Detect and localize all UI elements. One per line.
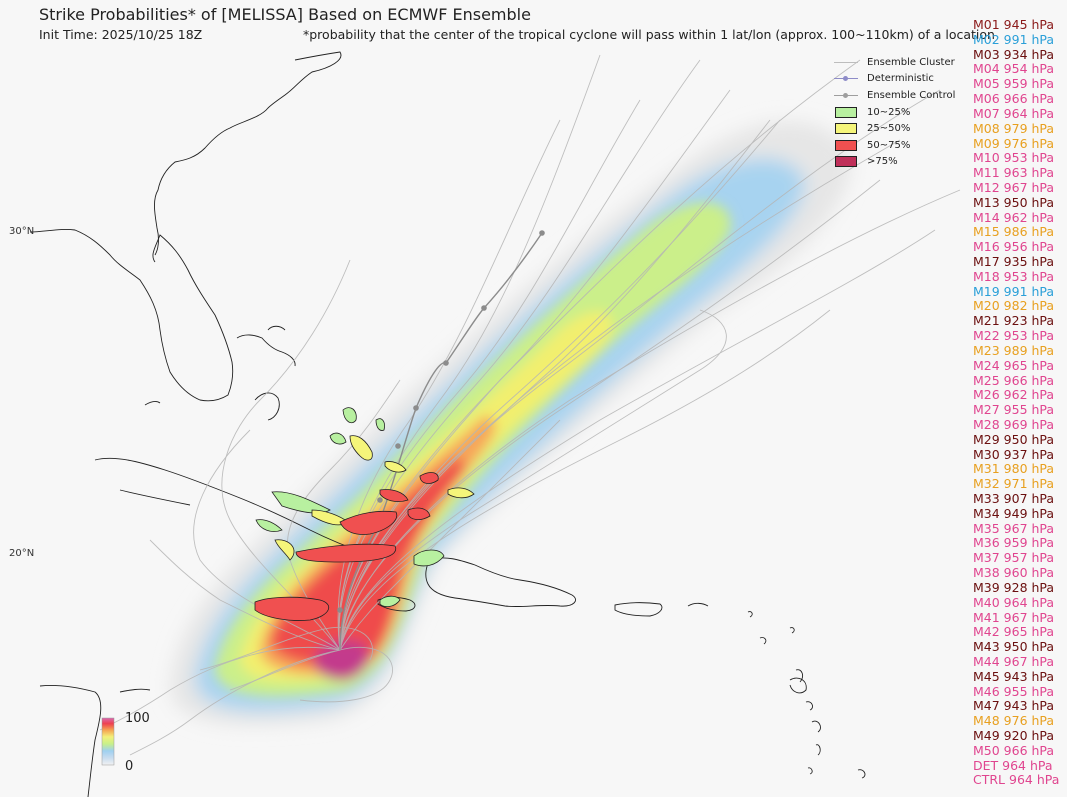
swatch-25-50-icon (835, 123, 857, 135)
member-pressure-item: M42 965 hPa (973, 624, 1055, 640)
colorbar-max-label: 100 (125, 711, 150, 726)
member-pressure-item: M32 971 hPa (973, 476, 1055, 492)
member-pressure-item: M14 962 hPa (973, 209, 1055, 225)
ensemble-cluster-line-icon (834, 61, 858, 63)
member-pressure-item: M21 923 hPa (973, 313, 1055, 329)
member-pressure-item: M43 950 hPa (973, 639, 1055, 655)
hispaniola (425, 557, 576, 608)
us-east-coast (154, 51, 342, 256)
member-pressure-item: M29 950 hPa (973, 431, 1055, 447)
legend-ensemble-cluster: Ensemble Cluster (833, 54, 955, 71)
member-pressure-item: M31 980 hPa (973, 461, 1055, 477)
florida (29, 229, 234, 402)
member-pressure-item: M19 991 hPa (973, 283, 1055, 299)
cuba (94, 457, 371, 556)
member-pressure-item: M27 955 hPa (973, 402, 1055, 418)
member-pressure-item: M38 960 hPa (973, 565, 1055, 581)
swatch-50-75-icon (835, 139, 857, 151)
member-pressure-item: M17 935 hPa (973, 254, 1055, 269)
member-pressure-item: M48 976 hPa (973, 713, 1055, 729)
member-pressure-item: M28 969 hPa (973, 416, 1055, 432)
member-pressure-item: M05 959 hPa (973, 76, 1055, 92)
member-pressure-item: M49 920 hPa (973, 728, 1055, 743)
legend-25-50: 25~50% (833, 120, 955, 137)
member-pressure-item: M46 955 hPa (973, 683, 1055, 699)
map-legend: Ensemble Cluster Deterministic Ensemble … (833, 54, 955, 170)
colorbar-min-label: 0 (125, 759, 134, 774)
member-pressure-item: M22 953 hPa (973, 328, 1055, 344)
coastlines (29, 51, 866, 797)
bahamas-1 (236, 325, 296, 367)
colorbar (101, 717, 115, 766)
legend-over-75: >75% (833, 154, 955, 171)
member-pressure-item: M09 976 hPa (973, 135, 1055, 151)
member-pressure-item: M45 943 hPa (973, 668, 1055, 684)
member-pressure-item: M25 966 hPa (973, 372, 1055, 388)
legend-ensemble-control: Ensemble Control (833, 87, 955, 104)
control-line-icon (834, 92, 858, 98)
member-pressure-item: M50 966 hPa (973, 742, 1055, 758)
member-pressure-item: M33 907 hPa (973, 491, 1055, 506)
member-pressure-item: M11 963 hPa (973, 165, 1055, 181)
member-pressure-item: M16 956 hPa (973, 239, 1055, 255)
member-pressure-item: M10 953 hPa (973, 150, 1055, 166)
member-pressure-item: DET 964 hPa (973, 757, 1053, 773)
swatch-over-75-icon (835, 156, 857, 168)
page-title: Strike Probabilities* of [MELISSA] Based… (39, 5, 531, 24)
init-time: Init Time: 2025/10/25 18Z (39, 27, 203, 42)
member-pressure-item: M44 967 hPa (973, 653, 1055, 669)
member-pressure-item: M35 967 hPa (973, 520, 1055, 536)
lat-label-20n: 20°N (9, 548, 35, 559)
member-pressure-item: M41 967 hPa (973, 609, 1055, 625)
member-pressure-item: M12 967 hPa (973, 179, 1055, 195)
member-pressure-item: M01 945 hPa (973, 17, 1055, 32)
probability-field (170, 121, 852, 726)
member-pressure-item: M39 928 hPa (973, 579, 1055, 595)
member-pressure-item: M06 966 hPa (973, 91, 1055, 107)
deterministic-line-icon (834, 76, 858, 82)
member-pressure-item: M20 982 hPa (973, 298, 1055, 314)
member-pressure-item: M23 989 hPa (973, 342, 1055, 358)
member-pressure-item: M03 934 hPa (973, 46, 1055, 62)
member-pressure-item: M13 950 hPa (973, 194, 1055, 210)
legend-10-25: 10~25% (833, 104, 955, 121)
lat-label-30n: 30°N (9, 226, 35, 237)
member-pressure-item: M08 979 hPa (973, 120, 1055, 136)
member-pressure-item: M07 964 hPa (973, 105, 1055, 121)
member-pressure-item: M36 959 hPa (973, 535, 1055, 551)
member-pressure-item: M47 943 hPa (973, 698, 1055, 714)
member-pressure-item: M37 957 hPa (973, 550, 1055, 566)
member-pressure-item: M18 953 hPa (973, 268, 1055, 284)
member-pressure-item: M02 991 hPa (973, 31, 1055, 47)
member-pressure-item: M40 964 hPa (973, 594, 1055, 610)
member-pressure-item: M15 986 hPa (973, 224, 1055, 240)
member-pressure-item: CTRL 964 hPa (973, 772, 1060, 788)
member-pressure-item: M26 962 hPa (973, 387, 1055, 403)
bahamas-2 (144, 392, 280, 421)
legend-deterministic: Deterministic (833, 71, 955, 88)
south-america (39, 685, 151, 797)
antilles (687, 602, 866, 779)
member-pressure-item: M04 954 hPa (973, 61, 1055, 77)
swatch-10-25-icon (835, 106, 857, 118)
member-pressure-item: M30 937 hPa (973, 446, 1055, 462)
member-pressure-list: M01 945 hPa M02 991 hPa M03 934 hPa M04 954… (973, 17, 1060, 788)
puerto-rico (614, 602, 663, 617)
member-pressure-item: M34 949 hPa (973, 505, 1055, 521)
footnote: *probability that the center of the trop… (303, 27, 995, 42)
probability-contours (254, 407, 475, 621)
member-pressure-item: M24 965 hPa (973, 357, 1055, 373)
legend-50-75: 50~75% (833, 137, 955, 154)
